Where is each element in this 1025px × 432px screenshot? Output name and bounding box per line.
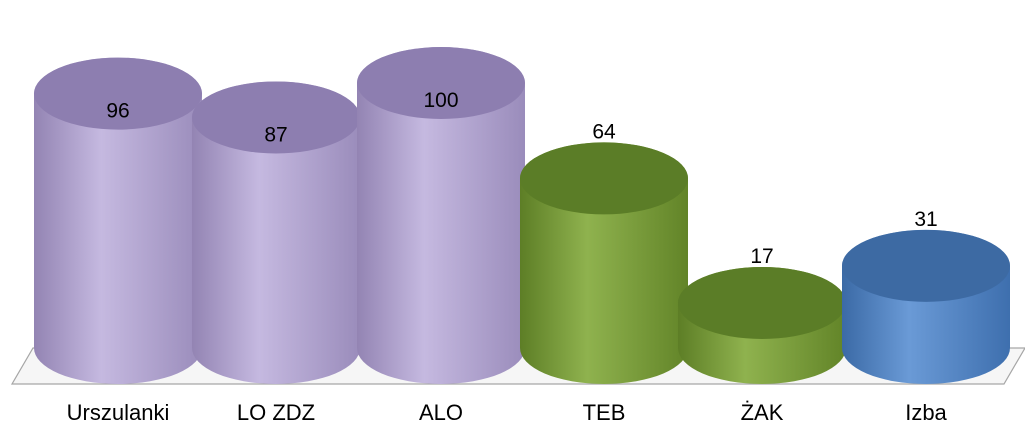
data-label-teb: 64: [592, 120, 616, 143]
category-label-zak: ŻAK: [741, 400, 784, 425]
category-label-izba: Izba: [905, 400, 947, 425]
bar-top-urszulanki: [34, 57, 202, 130]
bar-top-lo-zdz: [192, 81, 360, 154]
category-label-lo-zdz: LO ZDZ: [237, 400, 315, 425]
category-label-teb: TEB: [583, 400, 626, 425]
bar-body-alo: [357, 47, 525, 384]
data-labels: 96 87 100 64 17 31: [106, 89, 937, 268]
category-axis-labels: Urszulanki LO ZDZ ALO TEB ŻAK Izba: [67, 400, 948, 425]
bar-izba: [842, 229, 1010, 384]
bar-teb: [520, 142, 688, 384]
bar-top-alo: [357, 47, 525, 119]
category-label-alo: ALO: [419, 400, 463, 425]
bar-series: [34, 47, 1010, 384]
bar-lo-zdz: [192, 81, 360, 384]
data-label-lo-zdz: 87: [264, 123, 287, 146]
bar-body-lo-zdz: [192, 81, 360, 384]
bar-top-zak: [678, 266, 846, 339]
bar-alo: [357, 47, 525, 384]
bar-body-urszulanki: [34, 57, 202, 384]
bar-urszulanki: [34, 57, 202, 384]
data-label-alo: 100: [423, 89, 458, 112]
data-label-izba: 31: [914, 208, 937, 231]
data-label-urszulanki: 96: [106, 100, 129, 123]
bar-zak: [678, 266, 846, 384]
category-label-urszulanki: Urszulanki: [67, 400, 170, 425]
data-label-zak: 17: [750, 245, 773, 268]
bar-top-izba: [842, 229, 1010, 302]
bar-top-teb: [520, 142, 688, 215]
